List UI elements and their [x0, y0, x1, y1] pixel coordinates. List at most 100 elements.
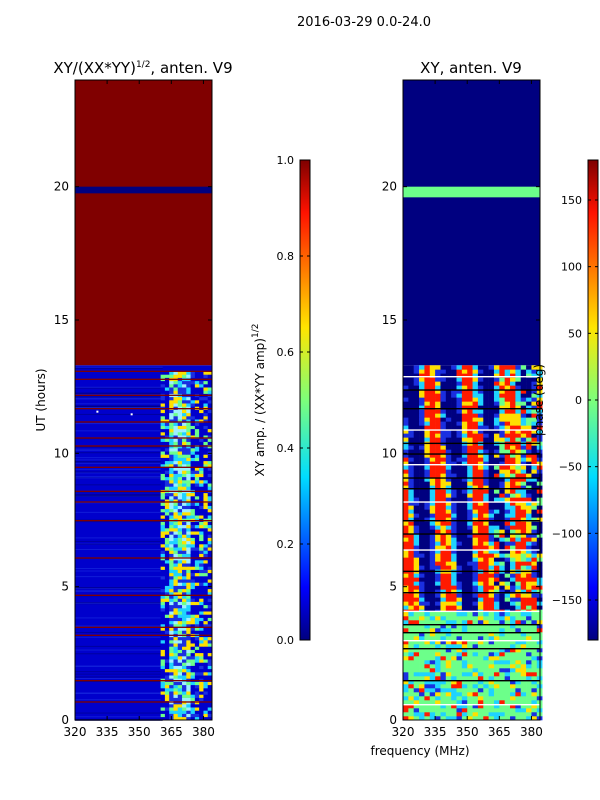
left-cell — [190, 662, 196, 666]
left-cell — [173, 553, 179, 558]
right-cell — [483, 616, 489, 621]
right-ytick-label: 15 — [382, 313, 397, 327]
right-cell — [408, 648, 415, 653]
right-cell — [488, 517, 495, 522]
left-cell — [194, 467, 200, 471]
left-xtick-label: 320 — [64, 725, 87, 739]
left-cell — [190, 659, 196, 663]
left-cell — [182, 572, 187, 577]
right-cell — [440, 712, 447, 717]
left-cell — [207, 672, 213, 676]
right-cell — [510, 453, 516, 458]
right-cell — [510, 493, 516, 498]
right-cell — [467, 373, 473, 378]
left-cell — [182, 640, 187, 644]
left-cell — [160, 438, 166, 442]
right-cell — [413, 485, 420, 490]
left-cell — [160, 422, 166, 426]
left-cell — [207, 464, 213, 468]
left-texture-line — [75, 649, 163, 651]
right-cell — [429, 445, 436, 450]
right-cell — [477, 589, 484, 594]
left-cell — [164, 524, 170, 529]
right-cell — [467, 648, 473, 653]
left-cell — [194, 508, 200, 513]
right-cell — [526, 433, 532, 438]
left-cell — [203, 684, 209, 689]
right-cell — [515, 369, 522, 374]
right-cell — [520, 481, 527, 486]
right-cell — [510, 445, 516, 450]
right-cell — [435, 449, 441, 454]
right-cell — [493, 704, 500, 709]
right-cell — [472, 525, 479, 530]
right-cell — [472, 620, 479, 625]
right-cell — [456, 601, 463, 606]
right-cell — [493, 473, 500, 478]
right-cell — [456, 577, 463, 582]
right-cell — [419, 541, 425, 546]
right-cell — [456, 373, 463, 378]
right-cell — [472, 541, 479, 546]
left-cell — [203, 560, 209, 564]
right-cell — [472, 589, 479, 594]
right-cell — [531, 505, 538, 510]
left-cell — [160, 675, 166, 679]
left-cell — [169, 422, 174, 426]
right-cell — [467, 708, 473, 713]
left-cell — [173, 627, 179, 631]
right-cell — [435, 577, 441, 582]
left-cell — [160, 419, 166, 423]
right-cell — [483, 393, 489, 398]
left-cell — [177, 496, 183, 500]
left-texture-line — [75, 476, 163, 478]
right-cell — [493, 505, 500, 510]
right-cell — [461, 716, 468, 721]
right-cell — [456, 624, 463, 629]
right-cell — [429, 525, 436, 530]
right-cell — [472, 573, 479, 578]
left-cell — [173, 550, 179, 554]
left-xtick-label: 380 — [192, 725, 215, 739]
right-cell — [413, 517, 420, 522]
left-cell — [177, 371, 183, 375]
left-cell — [164, 585, 170, 590]
right-cell — [440, 525, 447, 530]
right-cell — [510, 660, 516, 665]
right-cell — [424, 453, 431, 458]
left-cell — [203, 505, 209, 510]
left-cell — [190, 710, 196, 714]
left-xtick-label: 335 — [96, 725, 119, 739]
right-cell — [477, 445, 484, 450]
left-cell — [164, 595, 170, 599]
right-cell — [477, 688, 484, 693]
right-cell — [467, 509, 473, 514]
right-cell — [504, 577, 511, 582]
right-cell — [488, 688, 495, 693]
right-cell — [445, 660, 452, 665]
right-cell — [403, 377, 409, 382]
right-cell — [526, 684, 532, 689]
right-cell — [408, 529, 415, 534]
right-cell — [408, 389, 415, 394]
left-texture-line — [75, 392, 163, 394]
right-cell — [467, 553, 473, 558]
right-cell — [456, 704, 463, 709]
right-cell — [424, 469, 431, 474]
right-cell — [451, 461, 457, 466]
right-cell — [510, 601, 516, 606]
left-cell — [194, 502, 200, 506]
right-cell — [526, 620, 532, 625]
right-cell — [435, 509, 441, 514]
left-cell — [194, 681, 200, 686]
right-cell — [472, 425, 479, 430]
left-cell — [160, 534, 166, 538]
right-cell — [429, 477, 436, 482]
right-cell — [493, 589, 500, 594]
left-cell — [186, 601, 191, 606]
right-cell — [440, 581, 447, 586]
left-cell — [186, 569, 191, 574]
left-cell — [182, 588, 187, 593]
left-x-axis: 320 335 350 365 380 — [64, 80, 215, 739]
